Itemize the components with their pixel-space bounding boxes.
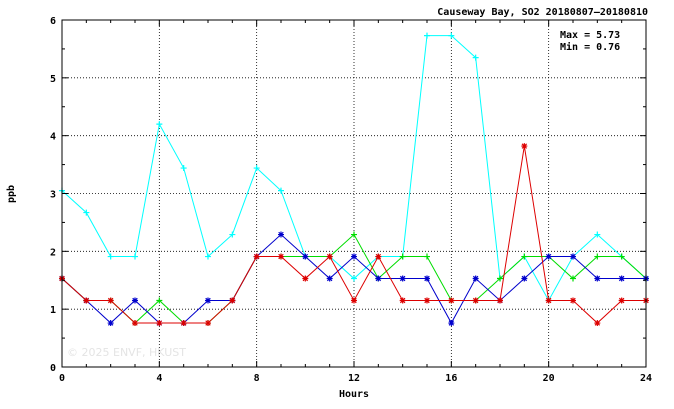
data-point xyxy=(351,231,357,238)
y-tick-label: 4 xyxy=(50,132,56,143)
y-tick-label: 2 xyxy=(50,247,56,258)
data-point xyxy=(278,253,284,260)
data-point xyxy=(132,320,138,327)
data-point xyxy=(472,54,479,61)
series-0 xyxy=(59,32,649,304)
data-point xyxy=(399,253,406,260)
data-point xyxy=(107,297,114,304)
data-point xyxy=(180,320,187,327)
data-point xyxy=(521,143,528,150)
data-point xyxy=(399,275,406,282)
data-point xyxy=(326,253,333,260)
data-point xyxy=(205,253,211,260)
data-point xyxy=(618,253,625,260)
data-point xyxy=(253,165,260,172)
y-tick-label: 3 xyxy=(50,190,56,201)
data-point xyxy=(545,297,552,304)
x-tick-label: 16 xyxy=(445,373,457,384)
data-point xyxy=(107,253,114,260)
y-tick-label: 1 xyxy=(50,305,56,316)
data-point xyxy=(107,320,114,327)
data-point xyxy=(570,297,576,304)
x-tick-label: 12 xyxy=(348,373,360,384)
data-point xyxy=(448,297,455,304)
data-point xyxy=(618,275,625,282)
data-point xyxy=(205,297,211,304)
y-axis-label: ppb xyxy=(6,185,17,203)
data-point xyxy=(448,32,455,39)
y-tick-label: 6 xyxy=(50,16,56,27)
data-point xyxy=(156,297,163,304)
data-point xyxy=(424,275,430,282)
data-point xyxy=(521,253,528,260)
data-point xyxy=(351,275,357,282)
data-point xyxy=(351,297,357,304)
x-tick-label: 24 xyxy=(640,373,652,384)
chart-title: Causeway Bay, SO2 20180807–20180810 xyxy=(437,7,648,18)
data-point xyxy=(302,253,309,260)
data-point xyxy=(472,297,479,304)
x-axis-label: Hours xyxy=(339,389,369,400)
data-point xyxy=(497,275,503,282)
data-point xyxy=(570,253,576,260)
max-label: Max = 5.73 xyxy=(560,30,620,41)
data-point xyxy=(594,253,601,260)
data-point xyxy=(570,275,576,282)
data-point xyxy=(253,253,260,260)
data-point xyxy=(594,231,601,238)
data-point xyxy=(424,32,430,39)
data-point xyxy=(424,253,430,260)
data-point xyxy=(229,231,236,238)
y-tick-label: 0 xyxy=(50,363,56,374)
watermark: © 2025 ENVF, HKUST xyxy=(67,346,186,359)
data-point xyxy=(156,320,163,327)
data-point xyxy=(132,297,138,304)
min-label: Min = 0.76 xyxy=(560,41,620,53)
data-point xyxy=(594,275,601,282)
y-tick-label: 5 xyxy=(50,74,56,85)
data-point xyxy=(302,275,309,282)
data-point xyxy=(472,275,479,282)
x-tick-label: 0 xyxy=(59,373,65,384)
data-point xyxy=(545,253,552,260)
data-point xyxy=(521,275,528,282)
data-point xyxy=(205,320,211,327)
data-point xyxy=(424,297,430,304)
x-tick-label: 8 xyxy=(254,373,260,384)
data-point xyxy=(156,121,163,128)
data-point xyxy=(229,297,236,304)
data-point xyxy=(594,320,601,327)
data-point xyxy=(278,231,284,238)
data-point xyxy=(83,297,90,304)
x-tick-label: 4 xyxy=(156,373,162,384)
data-point xyxy=(448,320,455,327)
grid-lines xyxy=(62,20,646,367)
data-point xyxy=(497,297,503,304)
data-point xyxy=(351,253,357,260)
data-point xyxy=(132,253,138,260)
data-point xyxy=(180,165,187,172)
data-point xyxy=(83,209,90,216)
data-point xyxy=(618,297,625,304)
data-point xyxy=(399,297,406,304)
data-point xyxy=(278,187,284,194)
data-point xyxy=(375,275,382,282)
data-point xyxy=(326,275,333,282)
series-layer xyxy=(59,32,649,327)
data-point xyxy=(375,253,382,260)
x-tick-label: 20 xyxy=(543,373,555,384)
